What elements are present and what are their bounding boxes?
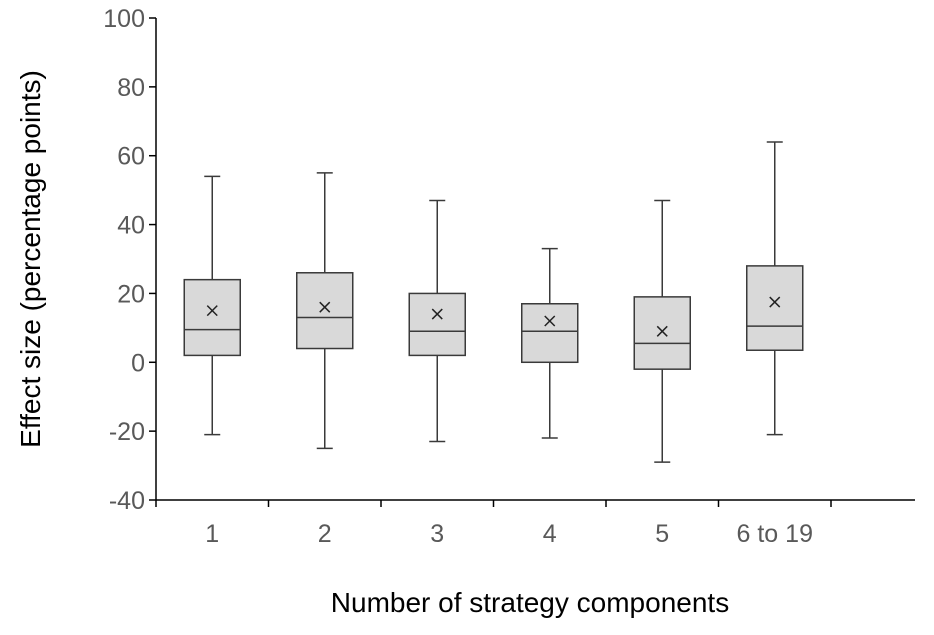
y-axis-title: Effect size (percentage points) bbox=[15, 70, 46, 448]
y-tick-label: 0 bbox=[131, 349, 145, 377]
box-3 bbox=[408, 199, 466, 443]
box-4 bbox=[521, 247, 579, 439]
mean-marker bbox=[431, 308, 443, 320]
mean-marker bbox=[319, 301, 331, 313]
x-axis: 1 2 3 4 5 6 to 19 bbox=[155, 499, 915, 548]
y-tick-label: 100 bbox=[103, 5, 145, 33]
boxes-layer bbox=[183, 141, 804, 463]
box-1 bbox=[183, 175, 241, 436]
y-tick-label: -20 bbox=[109, 418, 145, 446]
mean-marker bbox=[769, 296, 781, 308]
box-2 bbox=[296, 172, 354, 450]
x-tick-label: 1 bbox=[205, 520, 219, 548]
iqr-box bbox=[296, 272, 354, 350]
box-5 bbox=[633, 199, 691, 463]
iqr-box bbox=[633, 296, 691, 370]
mean-marker bbox=[656, 325, 668, 337]
iqr-box bbox=[521, 303, 579, 364]
box-6 bbox=[746, 141, 804, 436]
x-tick-label: 2 bbox=[318, 520, 332, 548]
iqr-box bbox=[408, 292, 466, 357]
x-tick-label: 6 to 19 bbox=[737, 520, 813, 548]
x-tick-label: 5 bbox=[655, 520, 669, 548]
y-tick-label: 60 bbox=[117, 143, 145, 171]
x-tick-label: 4 bbox=[543, 520, 557, 548]
y-tick-label: 40 bbox=[117, 212, 145, 240]
mean-marker bbox=[544, 315, 556, 327]
y-tick-label: 20 bbox=[117, 280, 145, 308]
x-tick-label: 3 bbox=[430, 520, 444, 548]
mean-marker bbox=[206, 305, 218, 317]
iqr-box bbox=[183, 278, 241, 357]
iqr-box bbox=[746, 265, 804, 351]
y-tick-label: 80 bbox=[117, 74, 145, 102]
x-axis-title: Number of strategy components bbox=[331, 587, 729, 618]
y-axis: -40 -20 0 20 40 60 80 100 bbox=[103, 5, 157, 515]
y-tick-label: -40 bbox=[109, 487, 145, 515]
